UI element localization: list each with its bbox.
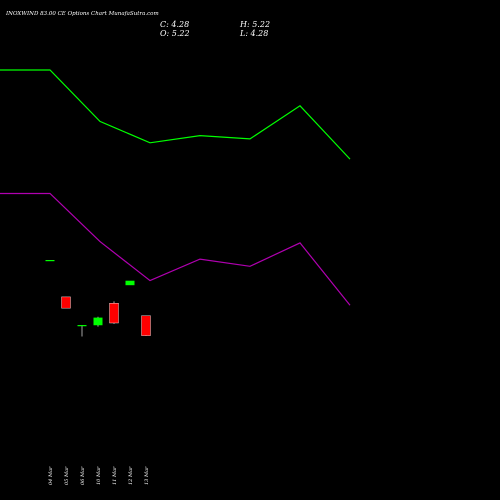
candle-10-mar [93, 316, 103, 327]
candle-04-mar [45, 260, 55, 262]
open-price: O: 5.22 [160, 29, 190, 38]
candle-body [109, 303, 119, 324]
close-price: C: 4.28 [160, 20, 189, 29]
x-tick-label: 13 Mar [144, 466, 150, 485]
indicator-line-1 [0, 69, 351, 160]
x-axis-ticks: 04 Mar 05 Mar 06 Mar 10 Mar 11 Mar 12 Mar 13 M… [48, 466, 150, 485]
x-tick-label: 12 Mar [128, 466, 134, 485]
candle-body [93, 317, 103, 326]
high-price: H: 5.22 [239, 20, 270, 29]
indicator-line-2 [0, 192, 351, 306]
candle-13-mar [141, 315, 151, 337]
x-tick-label: 10 Mar [96, 466, 102, 485]
candle-body [61, 296, 71, 309]
indicator-lines [0, 69, 351, 306]
candle-05-mar [61, 296, 71, 309]
candle-11-mar [109, 301, 119, 324]
low-price: L: 4.28 [239, 29, 268, 38]
x-tick-label: 05 Mar [64, 466, 70, 485]
candles [45, 260, 151, 337]
candle-body [125, 280, 135, 286]
x-tick-label: 06 Mar [80, 466, 86, 485]
x-tick-label: 11 Mar [112, 466, 118, 485]
candle-body [141, 315, 151, 336]
x-tick-label: 04 Mar [48, 466, 54, 485]
candle-06-mar [77, 325, 87, 337]
candle-body [45, 260, 55, 262]
chart-title: INOXWIND 83.00 CE Options Chart MunafaSu… [5, 11, 159, 17]
candle-body [77, 325, 87, 327]
candle-12-mar [125, 280, 135, 286]
